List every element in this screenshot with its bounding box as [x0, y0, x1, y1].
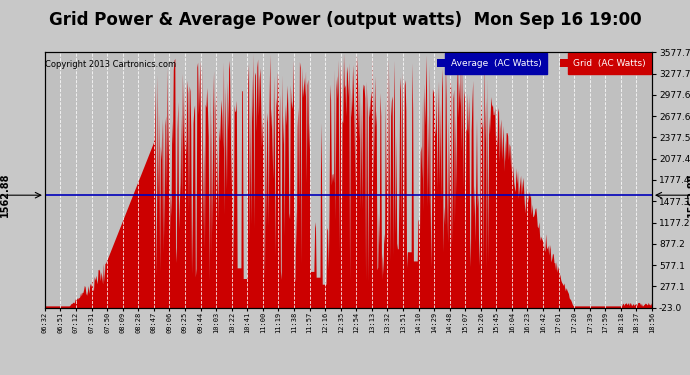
- Text: Grid Power & Average Power (output watts)  Mon Sep 16 19:00: Grid Power & Average Power (output watts…: [49, 11, 641, 29]
- Text: Copyright 2013 Cartronics.com: Copyright 2013 Cartronics.com: [46, 60, 177, 69]
- Text: 1562.88: 1562.88: [687, 173, 690, 217]
- Text: 1562.88: 1562.88: [1, 173, 10, 217]
- Legend: Average  (AC Watts), Grid  (AC Watts): Average (AC Watts), Grid (AC Watts): [435, 57, 647, 70]
